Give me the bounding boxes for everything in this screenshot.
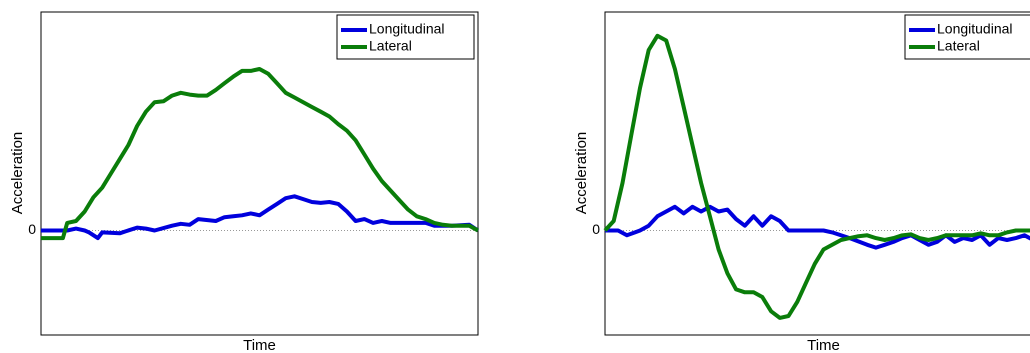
series-line-longitudinal [605,204,1030,250]
series-line-lateral [603,33,1030,320]
legend: Longitudinal Lateral [336,14,475,60]
chart-panel-right: 0 Time Acceleration Longitudinal Lateral [573,11,1030,353]
x-axis-label: Time [243,337,276,353]
series-group [603,33,1030,320]
series-group [41,67,480,241]
series-line-longitudinal [41,194,480,241]
legend-label-longitudinal: Longitudinal [369,21,445,37]
legend-label-longitudinal: Longitudinal [937,21,1013,37]
y-axis-label: Acceleration [9,132,26,215]
legend-label-lateral: Lateral [369,38,412,54]
legend-box [336,14,475,60]
chart-panel-left: 0 Time Acceleration Longitudinal Lateral [9,11,480,353]
y-axis-label: Acceleration [573,132,590,215]
y-tick-label-zero: 0 [592,221,600,237]
legend-box [904,14,1030,60]
plot-frame [604,11,1030,336]
y-tick-label-zero: 0 [28,221,36,237]
series-line-lateral [41,67,479,241]
legend: Longitudinal Lateral [904,14,1030,60]
x-axis-label: Time [807,337,840,353]
legend-label-lateral: Lateral [937,38,980,54]
plot-frame [40,11,479,336]
